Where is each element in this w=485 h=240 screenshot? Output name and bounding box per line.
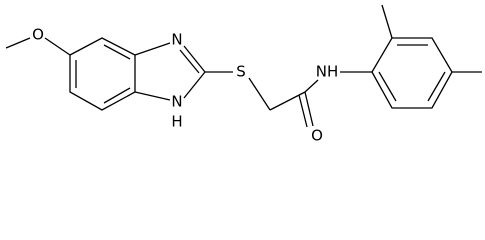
atom-label: NH [316,63,339,81]
atom-label: O [311,127,323,145]
atom-label: N [171,31,182,49]
atom-label: N [171,93,182,111]
bonds [5,4,482,128]
page: {"atoms": {"methoxy_o": "O", "n3": "N", … [5,4,482,145]
atom-labels: O N N H S NH O [32,26,338,145]
atom-label: S [236,63,246,81]
atom-label: O [32,26,44,44]
atom-label: H [171,113,182,131]
molecule-diagram: O N N H S NH O [5,4,482,145]
